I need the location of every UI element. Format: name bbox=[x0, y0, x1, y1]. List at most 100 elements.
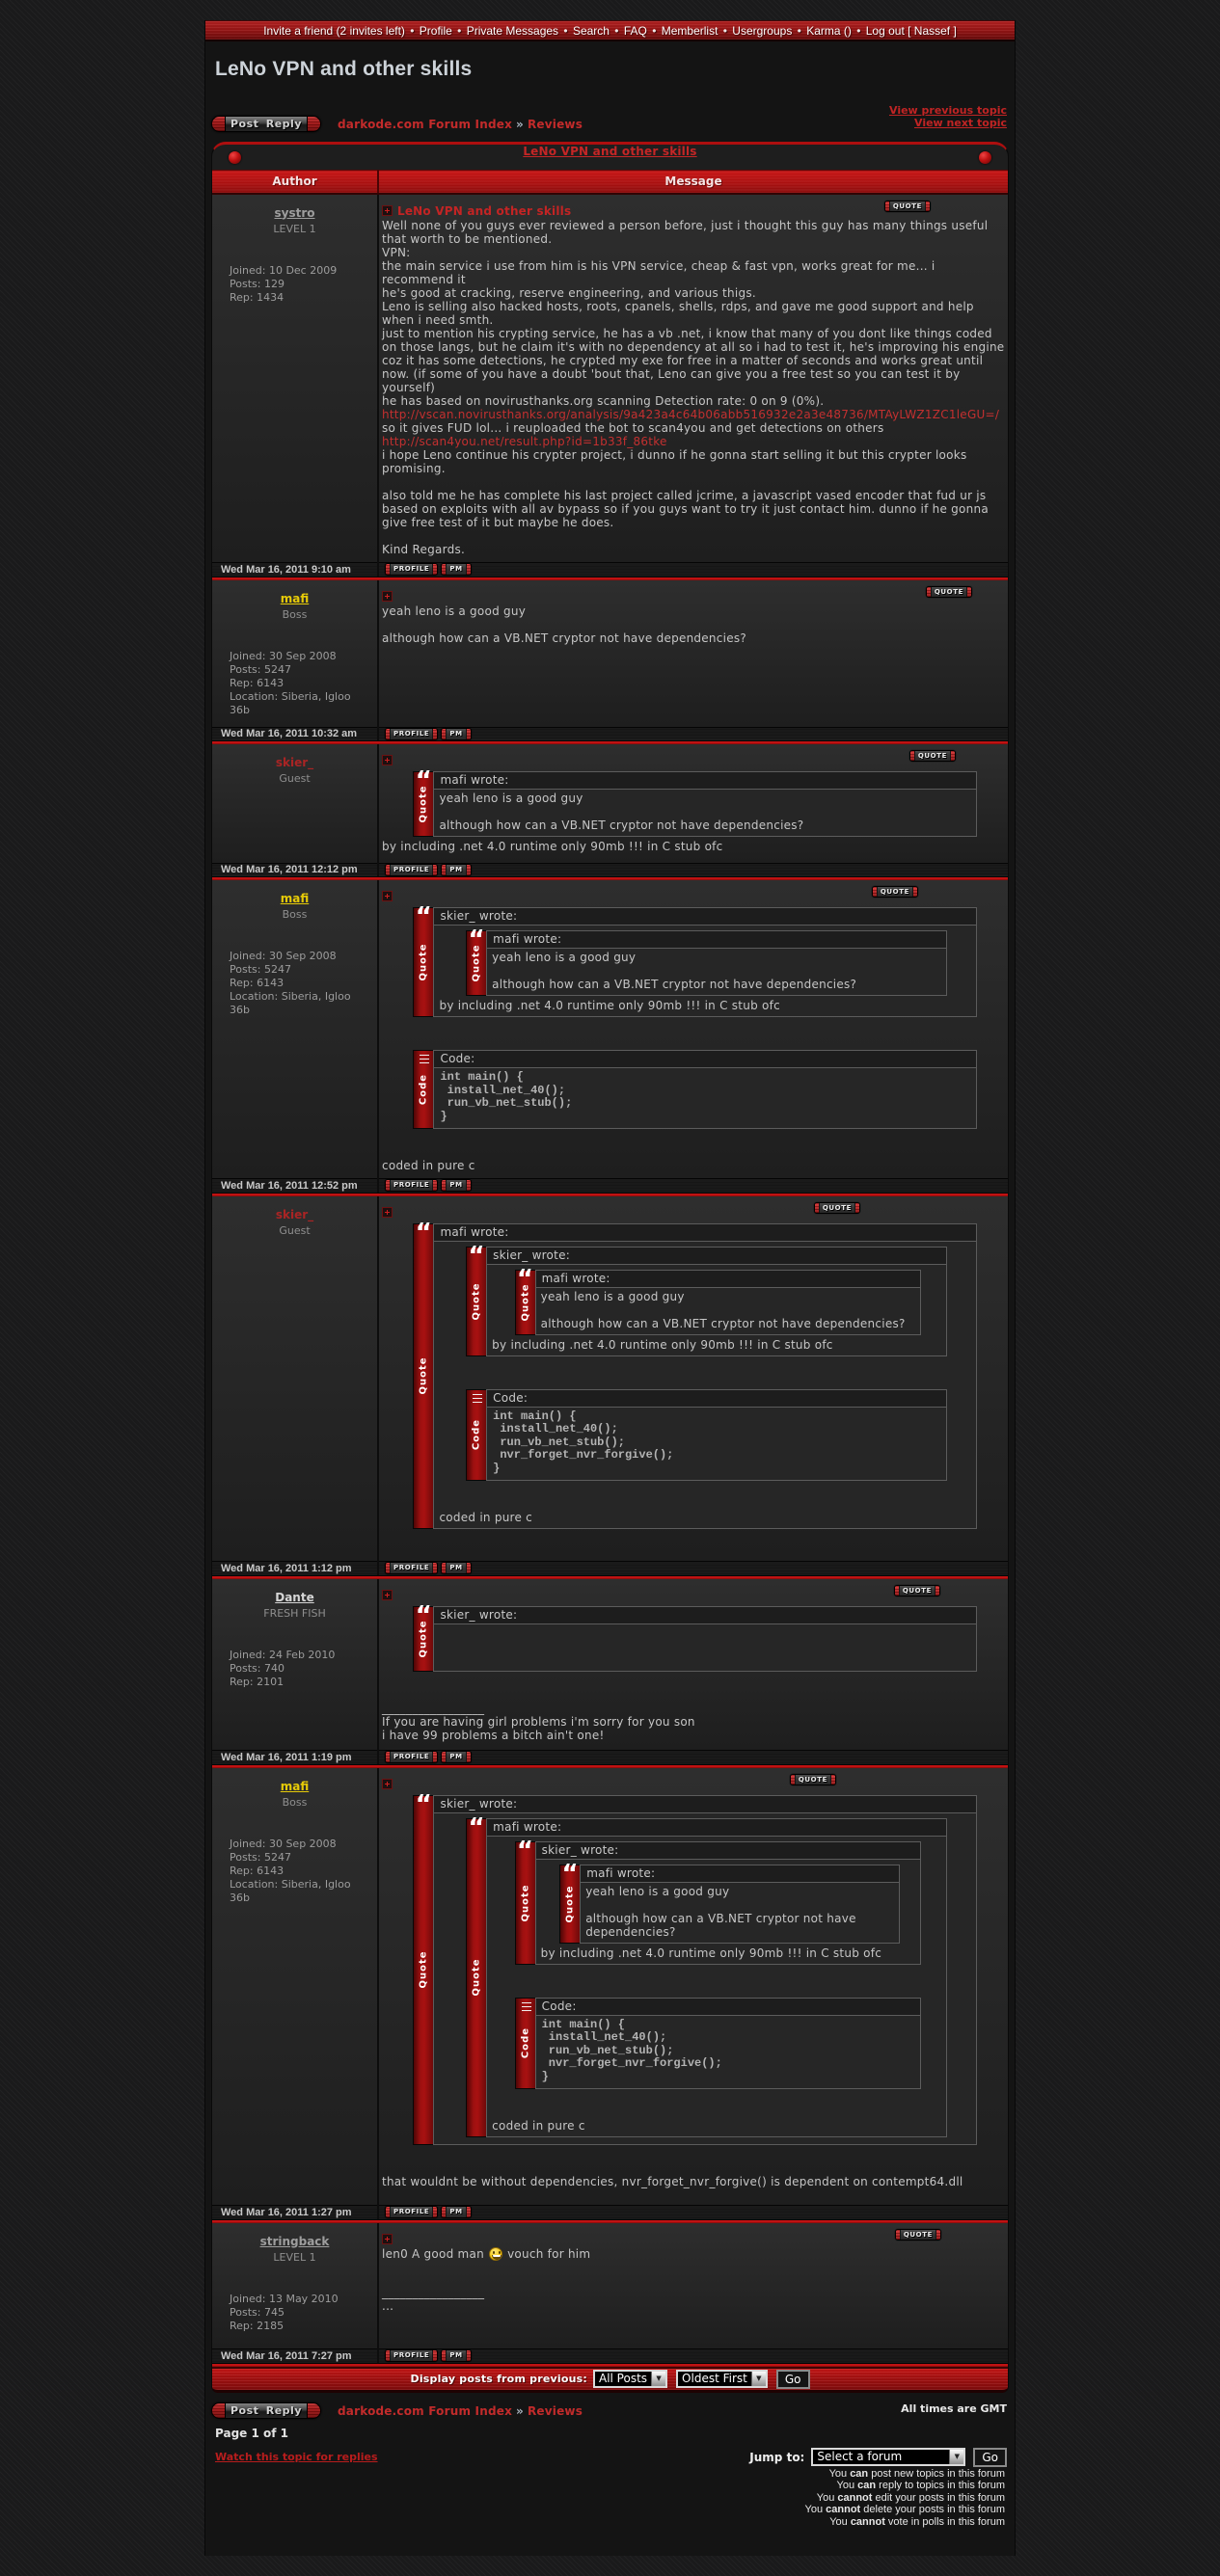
nav-item-search[interactable]: Search bbox=[572, 24, 610, 38]
post-footer-buttons: PROFILE PM bbox=[377, 562, 1008, 577]
post-link[interactable]: http://vscan.novirusthanks.org/analysis/… bbox=[382, 407, 1000, 421]
button-cap bbox=[913, 887, 917, 897]
post-blank-line bbox=[492, 964, 944, 978]
post-icon bbox=[382, 1778, 393, 1789]
button-cap bbox=[895, 2229, 900, 2240]
post-message-cell: QUOTE “Quote mafi wrote: “Quote skier_ wrote… bbox=[378, 1195, 1008, 1562]
code-main: Code: int main() { install_net_40(); run_… bbox=[534, 1997, 922, 2089]
post-body: “Quote skier_ wrote: “Quote mafi wrote: yeah… bbox=[382, 904, 1008, 1172]
post-text-line: yeah leno is a good guy bbox=[540, 1289, 685, 1303]
display-go-button[interactable]: Go bbox=[775, 2369, 810, 2389]
breadcrumb-forum-index-link[interactable]: darkode.com Forum Index bbox=[338, 118, 513, 131]
author-name-link[interactable]: systro bbox=[274, 205, 315, 220]
topic-title-link[interactable]: LeNo VPN and other skills bbox=[523, 145, 697, 158]
button-cap bbox=[386, 564, 390, 576]
quote-body: yeah leno is a good guy although how can… bbox=[434, 790, 976, 836]
profile-button[interactable]: PROFILE bbox=[385, 2206, 439, 2219]
post-reply-cap-right bbox=[308, 2402, 320, 2418]
post-blank-line bbox=[439, 1640, 973, 1653]
post-icon bbox=[382, 204, 393, 216]
quote-button-label: QUOTE bbox=[888, 201, 926, 211]
quote-button[interactable]: QUOTE bbox=[813, 1201, 860, 1214]
profile-button[interactable]: PROFILE bbox=[385, 863, 439, 876]
profile-button[interactable]: PROFILE bbox=[385, 727, 439, 740]
jump-go-button[interactable]: Go bbox=[973, 2447, 1007, 2467]
profile-button[interactable]: PROFILE bbox=[385, 563, 439, 577]
post-text-line: yeah leno is a good guy bbox=[585, 1884, 730, 1898]
profile-button[interactable]: PROFILE bbox=[385, 1179, 439, 1193]
author-detail-line: Posts: 5247 bbox=[230, 1850, 291, 1864]
pm-button[interactable]: PM bbox=[441, 1179, 472, 1193]
nav-item-invite-a-friend-2-invites-left[interactable]: Invite a friend (2 invites left) bbox=[263, 24, 405, 38]
post-body: “Quote skier_ wrote: “Quote mafi wrote: “Quo… bbox=[382, 1792, 1008, 2188]
thread-box: LeNo VPN and other skills Author Message… bbox=[211, 142, 1009, 2393]
post-reply-button[interactable]: Post Reply bbox=[211, 116, 321, 132]
nav-item-private-messages[interactable]: Private Messages bbox=[466, 24, 559, 38]
button-cap bbox=[386, 2207, 390, 2218]
author-name-link[interactable]: skier_ bbox=[275, 756, 314, 769]
pm-button[interactable]: PM bbox=[441, 2206, 472, 2219]
author-detail-line: Posts: 5247 bbox=[230, 662, 291, 676]
view-next-topic-link[interactable]: View next topic bbox=[914, 117, 1007, 129]
profile-button[interactable]: PROFILE bbox=[385, 1751, 439, 1764]
quote-button[interactable]: QUOTE bbox=[894, 2228, 941, 2241]
author-name-link[interactable]: mafi bbox=[280, 591, 310, 605]
message-column-header: Message bbox=[378, 170, 1008, 195]
post-date-row: Wed Mar 16, 2011 7:27 pm PROFILE PM bbox=[212, 2348, 1008, 2363]
profile-button[interactable]: PROFILE bbox=[385, 2349, 439, 2363]
pm-button[interactable]: PM bbox=[441, 2349, 472, 2363]
pm-button[interactable]: PM bbox=[441, 727, 472, 740]
pm-button-label: PM bbox=[446, 1180, 467, 1192]
post-separator-bar bbox=[212, 1192, 1008, 1196]
post-separator bbox=[212, 876, 1008, 880]
author-name-link[interactable]: mafi bbox=[280, 1779, 310, 1793]
nav-item-profile[interactable]: Profile bbox=[419, 24, 452, 38]
pm-button-label: PM bbox=[446, 728, 467, 739]
post-text-line: although how can a VB.NET cryptor not ha… bbox=[585, 1911, 856, 1939]
post-link[interactable]: http://scan4you.net/result.php?id=1b33f_… bbox=[382, 434, 667, 448]
pm-button[interactable]: PM bbox=[441, 563, 472, 577]
post-reply-button-bottom[interactable]: Post Reply bbox=[211, 2402, 321, 2419]
post-separator-bar bbox=[212, 740, 1008, 744]
pm-button[interactable]: PM bbox=[441, 1562, 472, 1575]
breadcrumb-reviews-link[interactable]: Reviews bbox=[527, 118, 583, 131]
breadcrumb-forum-index-link[interactable]: darkode.com Forum Index bbox=[338, 2403, 513, 2418]
quote-button[interactable]: QUOTE bbox=[893, 1584, 940, 1597]
profile-button[interactable]: PROFILE bbox=[385, 1562, 439, 1575]
post-text-line: yeah leno is a good guy bbox=[439, 792, 583, 805]
post-icon bbox=[382, 1206, 393, 1218]
nav-item-usergroups[interactable]: Usergroups bbox=[732, 24, 793, 38]
author-name-link[interactable]: Dante bbox=[275, 1590, 314, 1604]
post-date-row: Wed Mar 16, 2011 12:52 pm PROFILE PM bbox=[212, 1178, 1008, 1193]
quote-button[interactable]: QUOTE bbox=[925, 585, 972, 598]
pm-button[interactable]: PM bbox=[441, 1751, 472, 1764]
nav-item-karma[interactable]: Karma () bbox=[806, 24, 852, 38]
author-rank: Boss bbox=[282, 607, 308, 621]
code-header: Code: bbox=[487, 1389, 946, 1408]
nav-item-log-out-nassef[interactable]: Log out [ Nassef ] bbox=[865, 24, 957, 38]
quote-button[interactable]: QUOTE bbox=[883, 200, 931, 212]
nav-separator: • bbox=[560, 24, 571, 38]
post-body: yeah leno is a good guy although how can… bbox=[382, 604, 1008, 645]
pm-button-label: PM bbox=[446, 2350, 467, 2362]
nav-item-faq[interactable]: FAQ bbox=[623, 24, 647, 38]
author-detail-line: Rep: 2185 bbox=[230, 2319, 285, 2332]
nav-item-memberlist[interactable]: Memberlist bbox=[661, 24, 718, 38]
quote-button[interactable]: QUOTE bbox=[908, 750, 956, 762]
page: Invite a friend (2 invites left) • Profi… bbox=[204, 20, 1016, 2556]
breadcrumb-reviews-link[interactable]: Reviews bbox=[527, 2403, 583, 2418]
quote-button[interactable]: QUOTE bbox=[789, 1773, 836, 1785]
view-previous-topic-link[interactable]: View previous topic bbox=[889, 104, 1007, 117]
jump-to-select[interactable]: Select a forum ▼ bbox=[811, 2448, 966, 2466]
quote-button[interactable]: QUOTE bbox=[871, 886, 918, 898]
author-name-link[interactable]: skier_ bbox=[275, 1207, 314, 1221]
author-detail-line: Joined: 13 May 2010 bbox=[230, 2292, 339, 2305]
watch-topic-link[interactable]: Watch this topic for replies bbox=[215, 2450, 378, 2463]
quote-block: “Quote mafi wrote: yeah leno is a good guy… bbox=[559, 1862, 900, 1944]
posts-filter-select[interactable]: All Posts ▼ bbox=[592, 2370, 668, 2388]
pm-button[interactable]: PM bbox=[441, 863, 472, 876]
author-name-link[interactable]: mafi bbox=[280, 892, 310, 905]
author-name-link[interactable]: stringback bbox=[259, 2234, 330, 2248]
button-cap bbox=[814, 1202, 819, 1213]
sort-order-select[interactable]: Oldest First ▼ bbox=[676, 2370, 768, 2388]
